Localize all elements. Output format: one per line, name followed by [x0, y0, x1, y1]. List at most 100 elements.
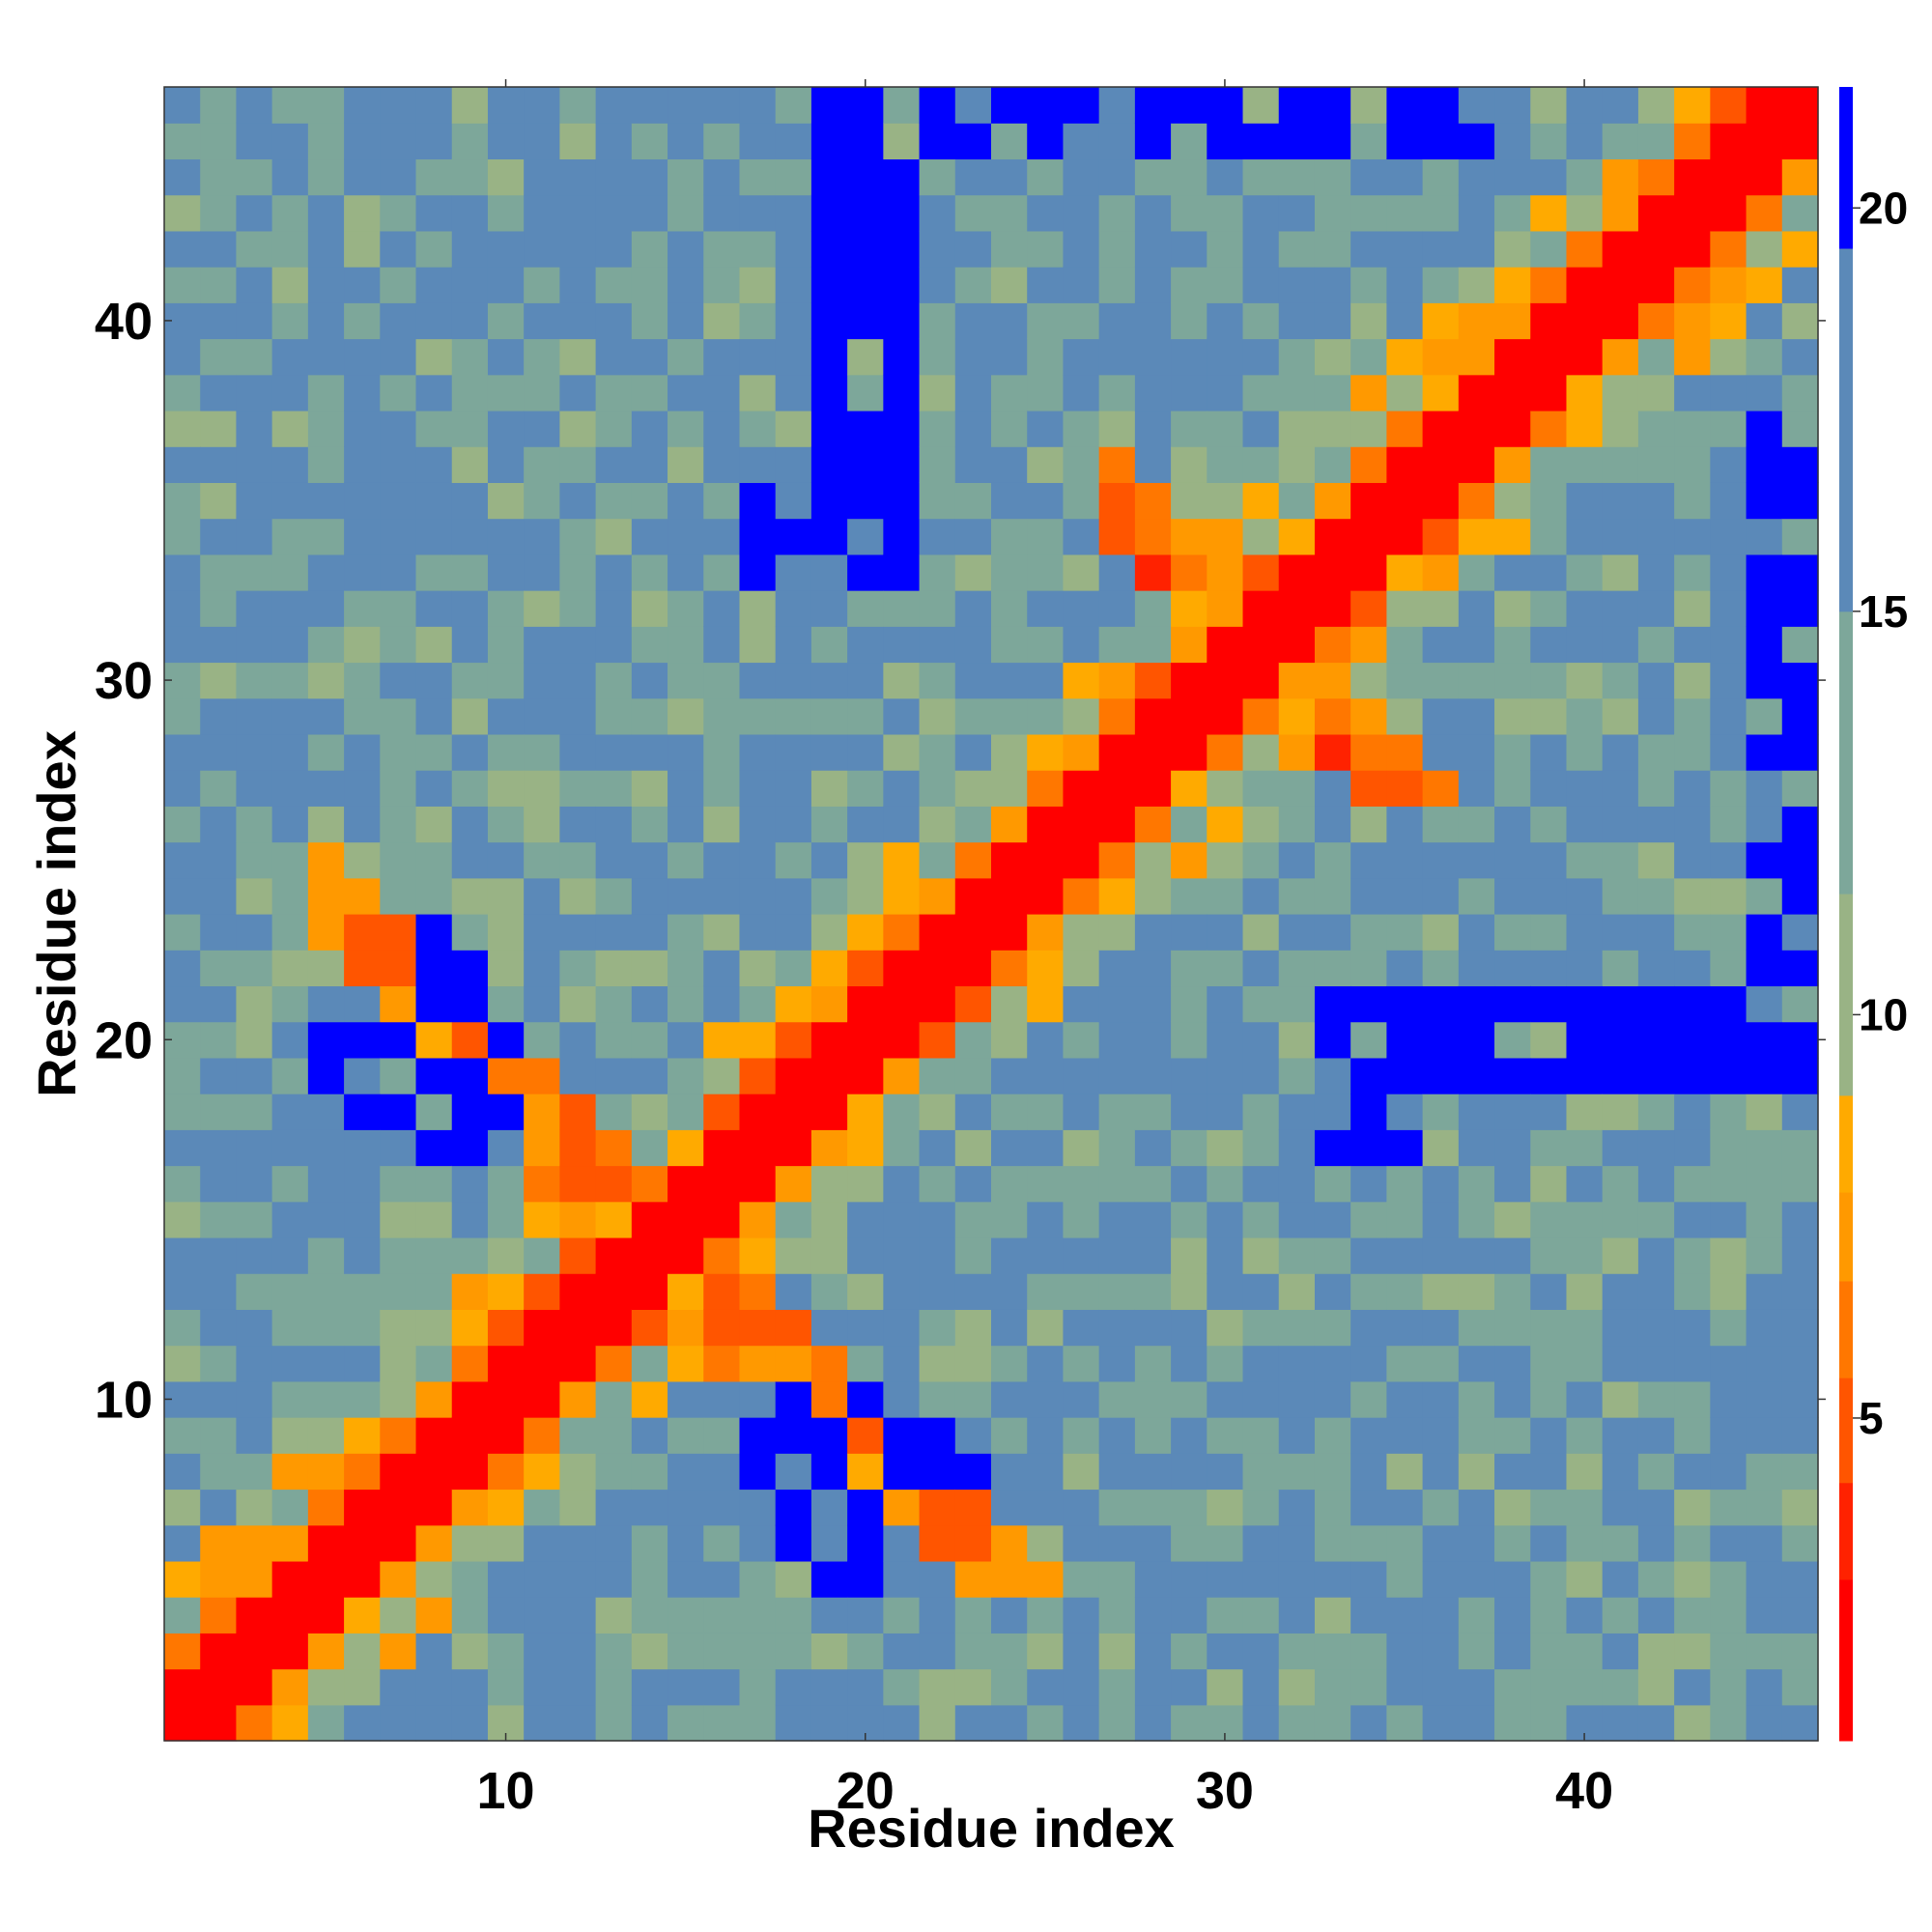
- heatmap-cell: [1171, 194, 1208, 232]
- heatmap-cell: [1171, 985, 1208, 1023]
- heatmap-cell: [1530, 302, 1568, 340]
- heatmap-cell: [1063, 626, 1100, 664]
- heatmap-cell: [1637, 1560, 1675, 1598]
- heatmap-cell: [668, 590, 704, 627]
- heatmap-cell: [1027, 158, 1065, 196]
- heatmap-cell: [1458, 626, 1495, 664]
- heatmap-cell: [991, 1417, 1028, 1454]
- heatmap-cell: [775, 626, 812, 664]
- heatmap-cell: [1422, 1633, 1460, 1670]
- heatmap-cell: [307, 1453, 345, 1491]
- heatmap-cell: [344, 1560, 381, 1598]
- heatmap-cell: [1314, 1380, 1351, 1418]
- heatmap-cell: [344, 590, 381, 627]
- heatmap-cell: [1781, 697, 1819, 735]
- heatmap-cell: [1098, 662, 1136, 699]
- heatmap-cell: [1710, 302, 1747, 340]
- heatmap-cell: [380, 985, 417, 1023]
- heatmap-cell: [1063, 267, 1100, 303]
- heatmap-cell: [847, 554, 884, 591]
- heatmap-cell: [1494, 1489, 1531, 1526]
- heatmap-cell: [307, 662, 345, 699]
- heatmap-cell: [1314, 518, 1351, 555]
- heatmap-cell: [1207, 841, 1244, 879]
- colorbar-segment: [1839, 611, 1853, 895]
- heatmap-cell: [1422, 230, 1460, 268]
- heatmap-cell: [668, 410, 704, 447]
- heatmap-cell: [1242, 1345, 1280, 1382]
- heatmap-cell: [1134, 1524, 1172, 1562]
- heatmap-cell: [1098, 554, 1136, 591]
- heatmap-cell: [344, 1165, 381, 1203]
- heatmap-cell: [1746, 1129, 1783, 1167]
- colorbar-segment: [1839, 894, 1853, 1096]
- heatmap-cell: [344, 1273, 381, 1310]
- heatmap-cell: [164, 123, 201, 160]
- heatmap-cell: [631, 806, 668, 843]
- heatmap-cell: [1207, 985, 1244, 1023]
- heatmap-cell: [451, 1345, 489, 1382]
- heatmap-cell: [1314, 123, 1351, 160]
- heatmap-cell: [847, 1201, 884, 1238]
- heatmap-cell: [1278, 590, 1316, 627]
- heatmap-cell: [703, 338, 741, 376]
- heatmap-cell: [1278, 1668, 1316, 1706]
- heatmap-cell: [1027, 230, 1065, 268]
- heatmap-cell: [703, 302, 741, 340]
- heatmap-cell: [1207, 158, 1244, 196]
- heatmap-cell: [668, 1129, 704, 1167]
- heatmap-cell: [847, 374, 884, 412]
- heatmap-cell: [1098, 770, 1136, 807]
- heatmap-cell: [1781, 518, 1819, 555]
- heatmap-cell: [1710, 1201, 1747, 1238]
- heatmap-cell: [200, 230, 238, 268]
- heatmap-cell: [595, 518, 633, 555]
- heatmap-cell: [200, 554, 238, 591]
- heatmap-cell: [164, 410, 201, 447]
- heatmap-cell: [1746, 877, 1783, 915]
- heatmap-cell: [991, 1021, 1028, 1059]
- heatmap-cell: [883, 123, 921, 160]
- heatmap-cell: [631, 662, 668, 699]
- heatmap-cell: [1458, 158, 1495, 196]
- heatmap-cell: [451, 1094, 489, 1130]
- heatmap-cell: [1171, 302, 1208, 340]
- heatmap-cell: [1566, 267, 1604, 303]
- heatmap-cell: [307, 338, 345, 376]
- heatmap-cell: [1637, 1057, 1675, 1094]
- heatmap-cell: [200, 1524, 238, 1562]
- heatmap-cell: [559, 697, 597, 735]
- heatmap-cell: [703, 914, 741, 951]
- heatmap-cell: [1494, 1668, 1531, 1706]
- heatmap-cell: [631, 1094, 668, 1130]
- heatmap-cell: [1781, 1704, 1819, 1742]
- heatmap-cell: [1530, 1633, 1568, 1670]
- heatmap-cell: [1530, 1057, 1568, 1094]
- heatmap-cell: [1566, 518, 1604, 555]
- heatmap-cell: [668, 1597, 704, 1634]
- heatmap-cell: [559, 1057, 597, 1094]
- heatmap-cell: [954, 1417, 992, 1454]
- heatmap-cell: [1530, 1345, 1568, 1382]
- heatmap-cell: [271, 1668, 309, 1706]
- heatmap-cell: [668, 1489, 704, 1526]
- heatmap-cell: [200, 1633, 238, 1670]
- heatmap-cell: [883, 841, 921, 879]
- heatmap-cell: [883, 1057, 921, 1094]
- heatmap-cell: [1494, 230, 1531, 268]
- heatmap-cell: [1637, 1453, 1675, 1491]
- heatmap-cell: [919, 877, 956, 915]
- heatmap-cell: [1063, 302, 1100, 340]
- heatmap-cell: [559, 914, 597, 951]
- heatmap-cell: [1063, 158, 1100, 196]
- heatmap-cell: [344, 518, 381, 555]
- heatmap-cell: [810, 1094, 848, 1130]
- heatmap-cell: [1171, 662, 1208, 699]
- heatmap-cell: [810, 950, 848, 987]
- heatmap-cell: [703, 1453, 741, 1491]
- heatmap-cell: [1494, 1704, 1531, 1742]
- heatmap-cell: [380, 123, 417, 160]
- heatmap-cell: [1242, 914, 1280, 951]
- heatmap-cell: [775, 123, 812, 160]
- heatmap-cell: [1314, 806, 1351, 843]
